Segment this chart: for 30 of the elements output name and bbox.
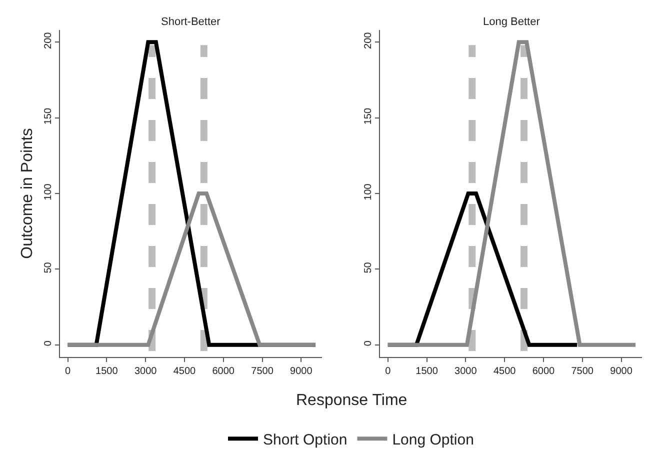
y-tick-label: 0 — [363, 340, 374, 346]
x-tick-label: 7500 — [571, 366, 594, 377]
y-tick-label: 150 — [363, 108, 374, 125]
y-tick-label: 150 — [43, 108, 54, 125]
x-tick-label: 0 — [385, 366, 392, 377]
y-tick-label: 100 — [43, 183, 54, 200]
x-tick-label: 1500 — [416, 366, 438, 377]
x-tick-label: 9000 — [290, 366, 313, 377]
x-tick-label: 6000 — [532, 366, 556, 377]
x-tick-label: 9000 — [610, 366, 633, 377]
x-tick-label: 6000 — [212, 366, 235, 377]
x-tick-label: 4500 — [493, 366, 516, 377]
x-tick-label: 7500 — [251, 366, 274, 377]
x-tick-label: 0 — [65, 366, 71, 377]
y-tick-label: 50 — [43, 262, 54, 274]
y-axis-title: Outcome in Points — [18, 128, 36, 259]
x-tick-label: 1500 — [96, 366, 118, 377]
y-tick-label: 200 — [43, 32, 54, 49]
y-tick-label: 0 — [43, 340, 54, 346]
y-tick-label: 50 — [363, 262, 374, 274]
legend-label: Long Option — [392, 432, 474, 448]
x-axis-title: Response Time — [296, 392, 408, 409]
x-tick-label: 4500 — [173, 366, 196, 377]
y-tick-label: 100 — [363, 183, 374, 200]
legend-label: Short Option — [263, 432, 348, 448]
x-tick-label: 3000 — [454, 366, 478, 377]
x-tick-label: 3000 — [134, 366, 158, 377]
chart-title: Short-Better — [161, 16, 221, 28]
y-tick-label: 200 — [363, 32, 374, 49]
chart-title: Long Better — [483, 16, 540, 28]
